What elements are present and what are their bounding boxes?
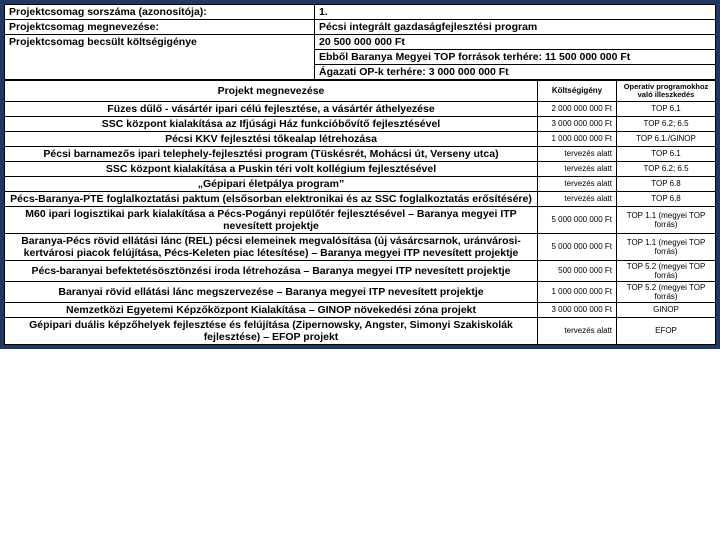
header-label: Projektcsomag megnevezése: <box>5 20 315 35</box>
header-value: 20 500 000 000 Ft <box>315 35 716 50</box>
cell-cost: 3 000 000 000 Ft <box>538 116 617 131</box>
cell-cost: 3 000 000 000 Ft <box>538 302 617 317</box>
header-extra: Ágazati OP-k terhére: 3 000 000 000 Ft <box>315 65 716 80</box>
table-row: Baranya-Pécs rövid ellátási lánc (REL) p… <box>5 233 716 260</box>
table-row: M60 ipari logisztikai park kialakítása a… <box>5 206 716 233</box>
cell-project-name: Gépipari duális képzőhelyek fejlesztése … <box>5 317 538 344</box>
header-extra: Ebből Baranya Megyei TOP források terhér… <box>315 50 716 65</box>
cell-project-name: Pécsi barnamezős ipari telephely-fejlesz… <box>5 146 538 161</box>
table-row: „Gépipari életpálya program”tervezés ala… <box>5 176 716 191</box>
header-row: Projektcsomag becsült költségigénye 20 5… <box>5 35 716 50</box>
col-header-name: Projekt megnevezése <box>5 81 538 102</box>
cell-op: GINOP <box>617 302 716 317</box>
cell-op: EFOP <box>617 317 716 344</box>
table-header-row: Projekt megnevezése Költségigény Operatí… <box>5 81 716 102</box>
cell-cost: tervezés alatt <box>538 161 617 176</box>
cell-project-name: SSC központ kialakítása a Puskin téri vo… <box>5 161 538 176</box>
cell-project-name: „Gépipari életpálya program” <box>5 176 538 191</box>
header-value: Pécsi integrált gazdaságfejlesztési prog… <box>315 20 716 35</box>
cell-op: TOP 6.8 <box>617 191 716 206</box>
cell-op: TOP 5.2 (megyei TOP forrás) <box>617 260 716 281</box>
cell-cost: 5 000 000 000 Ft <box>538 206 617 233</box>
cell-project-name: Pécs-Baranya-PTE foglalkoztatási paktum … <box>5 191 538 206</box>
cell-cost: 2 000 000 000 Ft <box>538 101 617 116</box>
cell-op: TOP 6.1 <box>617 146 716 161</box>
table-row: Pécs-baranyai befektetésösztönzési iroda… <box>5 260 716 281</box>
cell-op: TOP 1.1 (megyei TOP forrás) <box>617 206 716 233</box>
header-label: Projektcsomag becsült költségigénye <box>5 35 315 80</box>
slide-frame: Projektcsomag sorszáma (azonosítója): 1.… <box>0 0 720 349</box>
slide-content: Projektcsomag sorszáma (azonosítója): 1.… <box>4 4 716 345</box>
cell-op: TOP 6.1 <box>617 101 716 116</box>
col-header-op: Operatív programokhoz való illeszkedés <box>617 81 716 102</box>
cell-project-name: Nemzetközi Egyetemi Képzőközpont Kialakí… <box>5 302 538 317</box>
table-row: SSC központ kialakítása a Puskin téri vo… <box>5 161 716 176</box>
cell-cost: tervezés alatt <box>538 191 617 206</box>
cell-cost: tervezés alatt <box>538 317 617 344</box>
table-row: Pécsi KKV fejlesztési tőkealap létrehozá… <box>5 131 716 146</box>
header-label: Projektcsomag sorszáma (azonosítója): <box>5 5 315 20</box>
cell-op: TOP 1.1 (megyei TOP forrás) <box>617 233 716 260</box>
cell-op: TOP 6.2; 6.5 <box>617 116 716 131</box>
header-table: Projektcsomag sorszáma (azonosítója): 1.… <box>4 4 716 80</box>
col-header-cost: Költségigény <box>538 81 617 102</box>
table-row: Gépipari duális képzőhelyek fejlesztése … <box>5 317 716 344</box>
cell-cost: 1 000 000 000 Ft <box>538 281 617 302</box>
table-row: Pécsi barnamezős ipari telephely-fejlesz… <box>5 146 716 161</box>
cell-project-name: Pécs-baranyai befektetésösztönzési iroda… <box>5 260 538 281</box>
cell-project-name: Baranya-Pécs rövid ellátási lánc (REL) p… <box>5 233 538 260</box>
cell-cost: tervezés alatt <box>538 176 617 191</box>
cell-project-name: Baranyai rövid ellátási lánc megszervezé… <box>5 281 538 302</box>
table-row: Nemzetközi Egyetemi Képzőközpont Kialakí… <box>5 302 716 317</box>
cell-project-name: M60 ipari logisztikai park kialakítása a… <box>5 206 538 233</box>
cell-op: TOP 5.2 (megyei TOP forrás) <box>617 281 716 302</box>
cell-cost: 5 000 000 000 Ft <box>538 233 617 260</box>
header-row: Projektcsomag megnevezése: Pécsi integrá… <box>5 20 716 35</box>
table-row: Füzes dűlő - vásártér ipari célú fejlesz… <box>5 101 716 116</box>
cell-project-name: Füzes dűlő - vásártér ipari célú fejlesz… <box>5 101 538 116</box>
table-row: SSC központ kialakítása az Ifjúsági Ház … <box>5 116 716 131</box>
cell-cost: 500 000 000 Ft <box>538 260 617 281</box>
table-row: Baranyai rövid ellátási lánc megszervezé… <box>5 281 716 302</box>
cell-op: TOP 6.1./GINOP <box>617 131 716 146</box>
projects-table: Projekt megnevezése Költségigény Operatí… <box>4 80 716 345</box>
header-value: 1. <box>315 5 716 20</box>
cell-op: TOP 6.2; 6.5 <box>617 161 716 176</box>
cell-cost: tervezés alatt <box>538 146 617 161</box>
cell-project-name: Pécsi KKV fejlesztési tőkealap létrehozá… <box>5 131 538 146</box>
cell-op: TOP 6.8 <box>617 176 716 191</box>
header-row: Projektcsomag sorszáma (azonosítója): 1. <box>5 5 716 20</box>
table-row: Pécs-Baranya-PTE foglalkoztatási paktum … <box>5 191 716 206</box>
cell-project-name: SSC központ kialakítása az Ifjúsági Ház … <box>5 116 538 131</box>
cell-cost: 1 000 000 000 Ft <box>538 131 617 146</box>
